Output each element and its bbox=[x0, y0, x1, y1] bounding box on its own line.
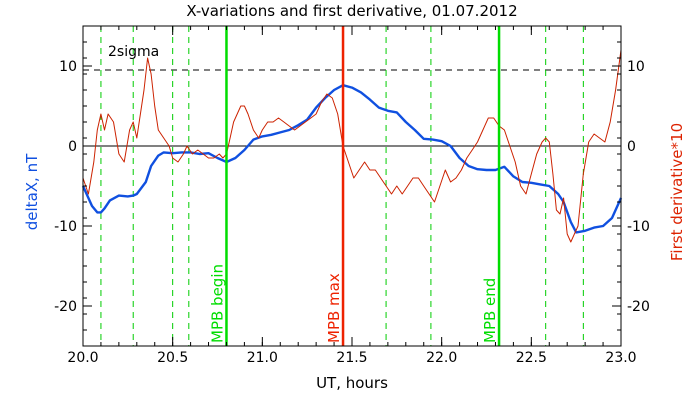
chart-title: X-variations and first derivative, 01.07… bbox=[186, 2, 517, 20]
x-tick-label: 21.5 bbox=[336, 350, 367, 366]
plot-frame bbox=[82, 25, 622, 347]
event-markers: MPB begin MPB max MPB end bbox=[208, 26, 501, 346]
series-layer bbox=[81, 49, 623, 243]
y-tick-label-right: -10 bbox=[627, 219, 650, 235]
y-axis-label-right: First derivative*10 bbox=[668, 123, 686, 261]
x-axis-label: UT, hours bbox=[316, 374, 388, 392]
x-tick-label: 22.0 bbox=[426, 350, 457, 366]
deltax-series-line bbox=[81, 83, 623, 234]
x-tick-label: 20.5 bbox=[157, 350, 188, 366]
x-tick-label: 22.5 bbox=[516, 350, 547, 366]
event-label: MPB end bbox=[481, 278, 499, 343]
event-label: MPB begin bbox=[208, 264, 226, 343]
axes: 20.0 20.5 21.0 21.5 22.0 22.5 23.0 -20 -20 -10 -10… bbox=[54, 25, 650, 366]
y-tick-label-left: -10 bbox=[54, 219, 77, 235]
y-tick-label-left: -20 bbox=[54, 299, 77, 315]
reference-lines bbox=[83, 26, 621, 346]
derivative-series-line bbox=[82, 49, 622, 243]
y-tick-label-right: 0 bbox=[627, 139, 636, 155]
x-tick-label: 23.0 bbox=[605, 350, 636, 366]
y-tick-label-left: 10 bbox=[59, 59, 77, 75]
y-tick-label-right: 10 bbox=[627, 59, 645, 75]
x-tick-label: 20.0 bbox=[67, 350, 98, 366]
y-tick-label-left: 0 bbox=[68, 139, 77, 155]
x-tick-label: 21.0 bbox=[247, 350, 278, 366]
y-tick-label-right: -20 bbox=[627, 299, 650, 315]
y-axis-label-left: deltaX, nT bbox=[23, 153, 41, 230]
event-label: MPB max bbox=[325, 273, 343, 343]
sigma-label: 2sigma bbox=[108, 44, 159, 60]
